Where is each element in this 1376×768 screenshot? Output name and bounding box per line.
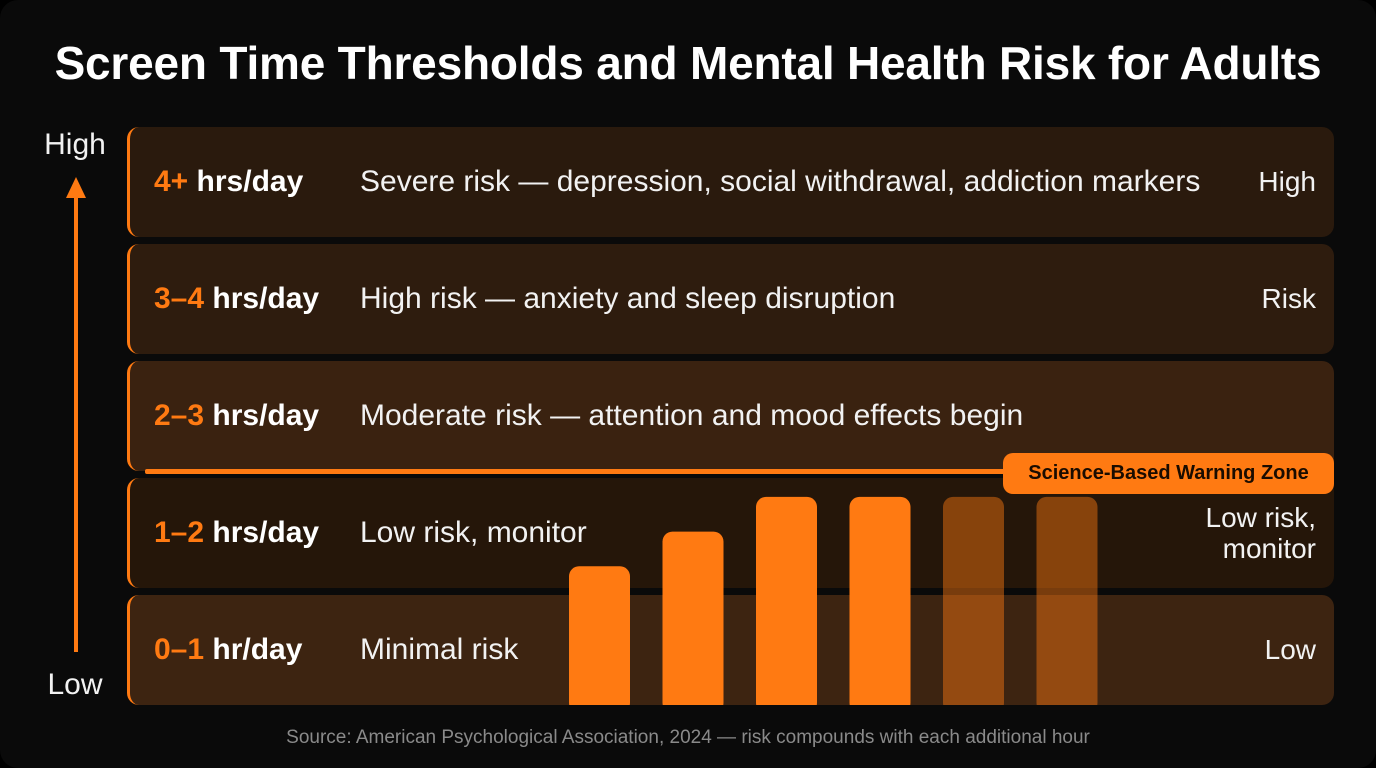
tier-description: High risk — anxiety and sleep disruption [360,282,896,315]
tier-range-number: 0–1 [154,633,205,666]
tier-range-unit: hr/day [204,633,303,666]
tier-range-unit: hrs/day [204,516,320,549]
tier-row: 3–4 hrs/day High risk — anxiety and slee… [127,244,1334,354]
source-note: Source: American Psychological Associati… [286,727,1090,748]
tier-range-unit: hrs/day [188,165,304,198]
tier-row: 0–1 hr/day Minimal risk Low [127,595,1334,705]
tier-range-number: 4+ [154,165,189,198]
tier-description: Low risk, monitor [360,516,587,549]
tier-level-label: Low risk, monitor [1206,478,1316,588]
tier-range: 1–2 hrs/day [154,478,319,588]
warning-zone-badge: Science-Based Warning Zone [1003,453,1334,494]
warning-zone-line [145,469,1015,474]
tier-row: 2–3 hrs/day Moderate risk — attention an… [127,361,1334,471]
axis-label-low: Low [47,668,103,701]
tier-range: 0–1 hr/day [154,595,302,705]
tier-level-label: Risk [1261,283,1316,314]
tier-range-number: 1–2 [154,516,205,549]
tier-range-number: 3–4 [154,282,205,315]
tier-level-label: Low [1264,634,1316,665]
tier-range-number: 2–3 [154,399,205,432]
tier-level-label: High [1258,166,1316,197]
axis-label-high: High [44,128,106,161]
tier-range: 4+ hrs/day [154,127,303,237]
axis-arrow-head [66,177,86,198]
tier-range: 3–4 hrs/day [154,244,319,354]
tier-description: Moderate risk — attention and mood effec… [360,399,1024,432]
tier-row: 1–2 hrs/day Low risk, monitor Low risk, … [127,478,1334,588]
tier-level-line: monitor [1222,533,1316,564]
tier-range: 2–3 hrs/day [154,361,319,471]
tier-description: Severe risk — depression, social withdra… [360,165,1201,198]
tier-row: 4+ hrs/day Severe risk — depression, soc… [127,127,1334,237]
chart-title: Screen Time Thresholds and Mental Health… [54,37,1322,89]
tier-range-unit: hrs/day [204,399,320,432]
tier-description: Minimal risk [360,633,519,666]
tier-level-line: Low risk, [1205,502,1316,533]
tier-range-unit: hrs/day [204,282,320,315]
